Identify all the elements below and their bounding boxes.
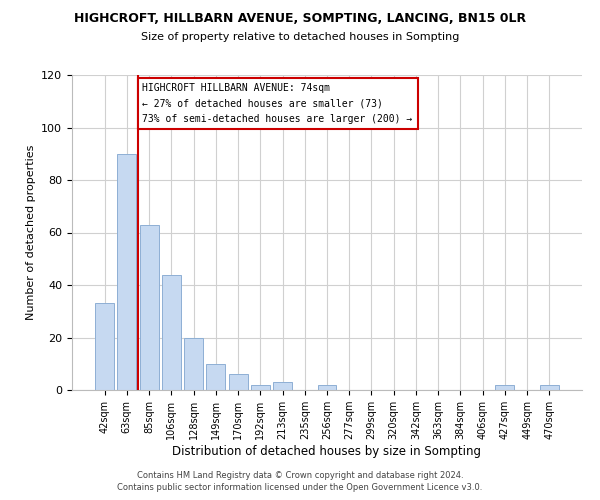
Bar: [273, 382, 292, 390]
Bar: [140, 224, 158, 390]
Bar: [251, 385, 270, 390]
Bar: [95, 304, 114, 390]
Text: Contains public sector information licensed under the Open Government Licence v3: Contains public sector information licen…: [118, 484, 482, 492]
Bar: [206, 364, 225, 390]
Bar: [496, 385, 514, 390]
Bar: [162, 274, 181, 390]
Text: HIGHCROFT HILLBARN AVENUE: 74sqm
← 27% of detached houses are smaller (73)
73% o: HIGHCROFT HILLBARN AVENUE: 74sqm ← 27% o…: [142, 83, 413, 124]
Bar: [184, 338, 203, 390]
Bar: [229, 374, 248, 390]
Bar: [317, 385, 337, 390]
Text: Size of property relative to detached houses in Sompting: Size of property relative to detached ho…: [141, 32, 459, 42]
Text: Contains HM Land Registry data © Crown copyright and database right 2024.: Contains HM Land Registry data © Crown c…: [137, 471, 463, 480]
Bar: [118, 154, 136, 390]
Y-axis label: Number of detached properties: Number of detached properties: [26, 145, 35, 320]
Text: HIGHCROFT, HILLBARN AVENUE, SOMPTING, LANCING, BN15 0LR: HIGHCROFT, HILLBARN AVENUE, SOMPTING, LA…: [74, 12, 526, 26]
Bar: [540, 385, 559, 390]
X-axis label: Distribution of detached houses by size in Sompting: Distribution of detached houses by size …: [173, 445, 482, 458]
